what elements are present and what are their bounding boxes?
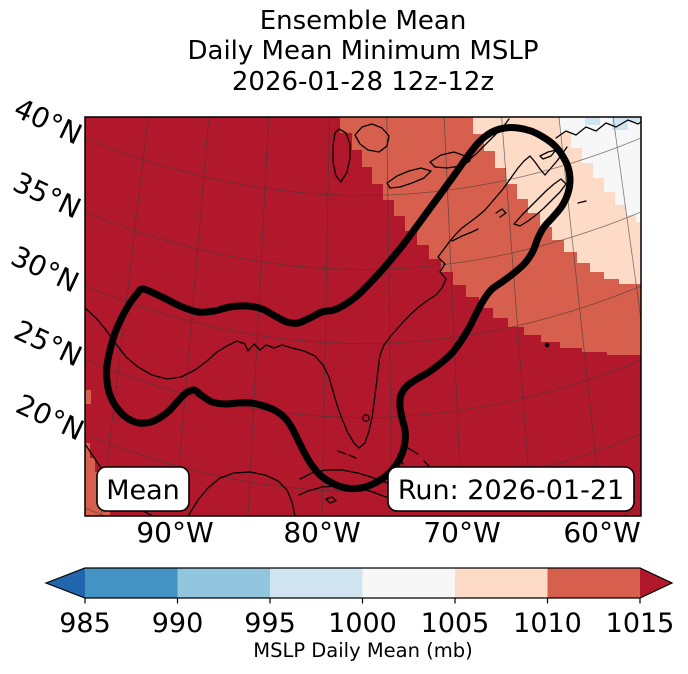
coastline [495, 208, 507, 218]
colorbar-right-arrow [640, 568, 672, 598]
coastline [577, 200, 587, 204]
cbar-tick-995: 995 [244, 608, 296, 639]
small-island-or-lake [544, 342, 550, 348]
cbar-tick-985: 985 [59, 608, 111, 639]
meridian-gridline [174, 117, 210, 516]
map-canvas [85, 117, 641, 516]
colorbar-segment [85, 568, 178, 598]
cbar-tick-1000: 1000 [328, 608, 397, 639]
coastline [325, 496, 337, 504]
coastline [85, 146, 568, 449]
run-annotation: Run: 2026-01-21 [387, 466, 635, 512]
run-box [387, 466, 635, 512]
map-border [84, 116, 642, 517]
small-island-or-lake [362, 414, 370, 422]
parallel-gridline [85, 433, 641, 492]
ensemble-mean-contour [103, 124, 574, 493]
lon-label-70w: 70°W [423, 516, 500, 549]
lon-label-60w: 60°W [563, 516, 640, 549]
cbar-tick-1005: 1005 [421, 608, 490, 639]
mslp-color-band [585, 117, 600, 125]
colorbar-segment [362, 568, 455, 598]
coastline [513, 178, 567, 227]
parallel-gridline [85, 137, 641, 196]
coastline [332, 128, 351, 183]
lon-label-90w: 90°W [136, 516, 213, 549]
cbar-tick-990: 990 [152, 608, 204, 639]
cbar-tick-1015: 1015 [606, 608, 675, 639]
title-line-2: Daily Mean Minimum MSLP [187, 36, 538, 66]
coastline [354, 123, 390, 153]
colorbar-segment [455, 568, 548, 598]
colorbar-segment [270, 568, 363, 598]
colorbar [44, 567, 674, 604]
mean-box [96, 466, 190, 512]
parallel-gridline [85, 211, 641, 270]
colorbar-segment [547, 568, 640, 598]
meridian-gridline [247, 117, 270, 516]
colorbar-segment [177, 568, 270, 598]
coastline [386, 167, 432, 189]
title-line-1: Ensemble Mean [260, 6, 467, 36]
mslp-color-band [612, 117, 641, 130]
mslp-color-band [85, 390, 91, 404]
mean-annotation: Mean [96, 466, 190, 512]
mslp-color-band [560, 117, 641, 222]
colorbar-left-arrow [46, 568, 85, 598]
title-line-3: 2026-01-28 12z-12z [232, 67, 494, 97]
coastline [429, 151, 471, 169]
coastline [187, 471, 296, 516]
coastline [451, 228, 479, 242]
cbar-tick-1010: 1010 [513, 608, 582, 639]
mean-box-label: Mean [106, 475, 180, 506]
coastline [407, 447, 419, 455]
meridian-gridline [321, 117, 330, 516]
parallel-gridline [85, 285, 641, 344]
lon-label-80w: 80°W [283, 516, 360, 549]
coastline [539, 149, 557, 160]
coastline [348, 454, 357, 459]
coastline [337, 450, 347, 455]
cbar-axis-label: MSLP Daily Mean (mb) [253, 639, 472, 662]
coastline [555, 119, 641, 139]
run-box-label: Run: 2026-01-21 [398, 475, 624, 506]
